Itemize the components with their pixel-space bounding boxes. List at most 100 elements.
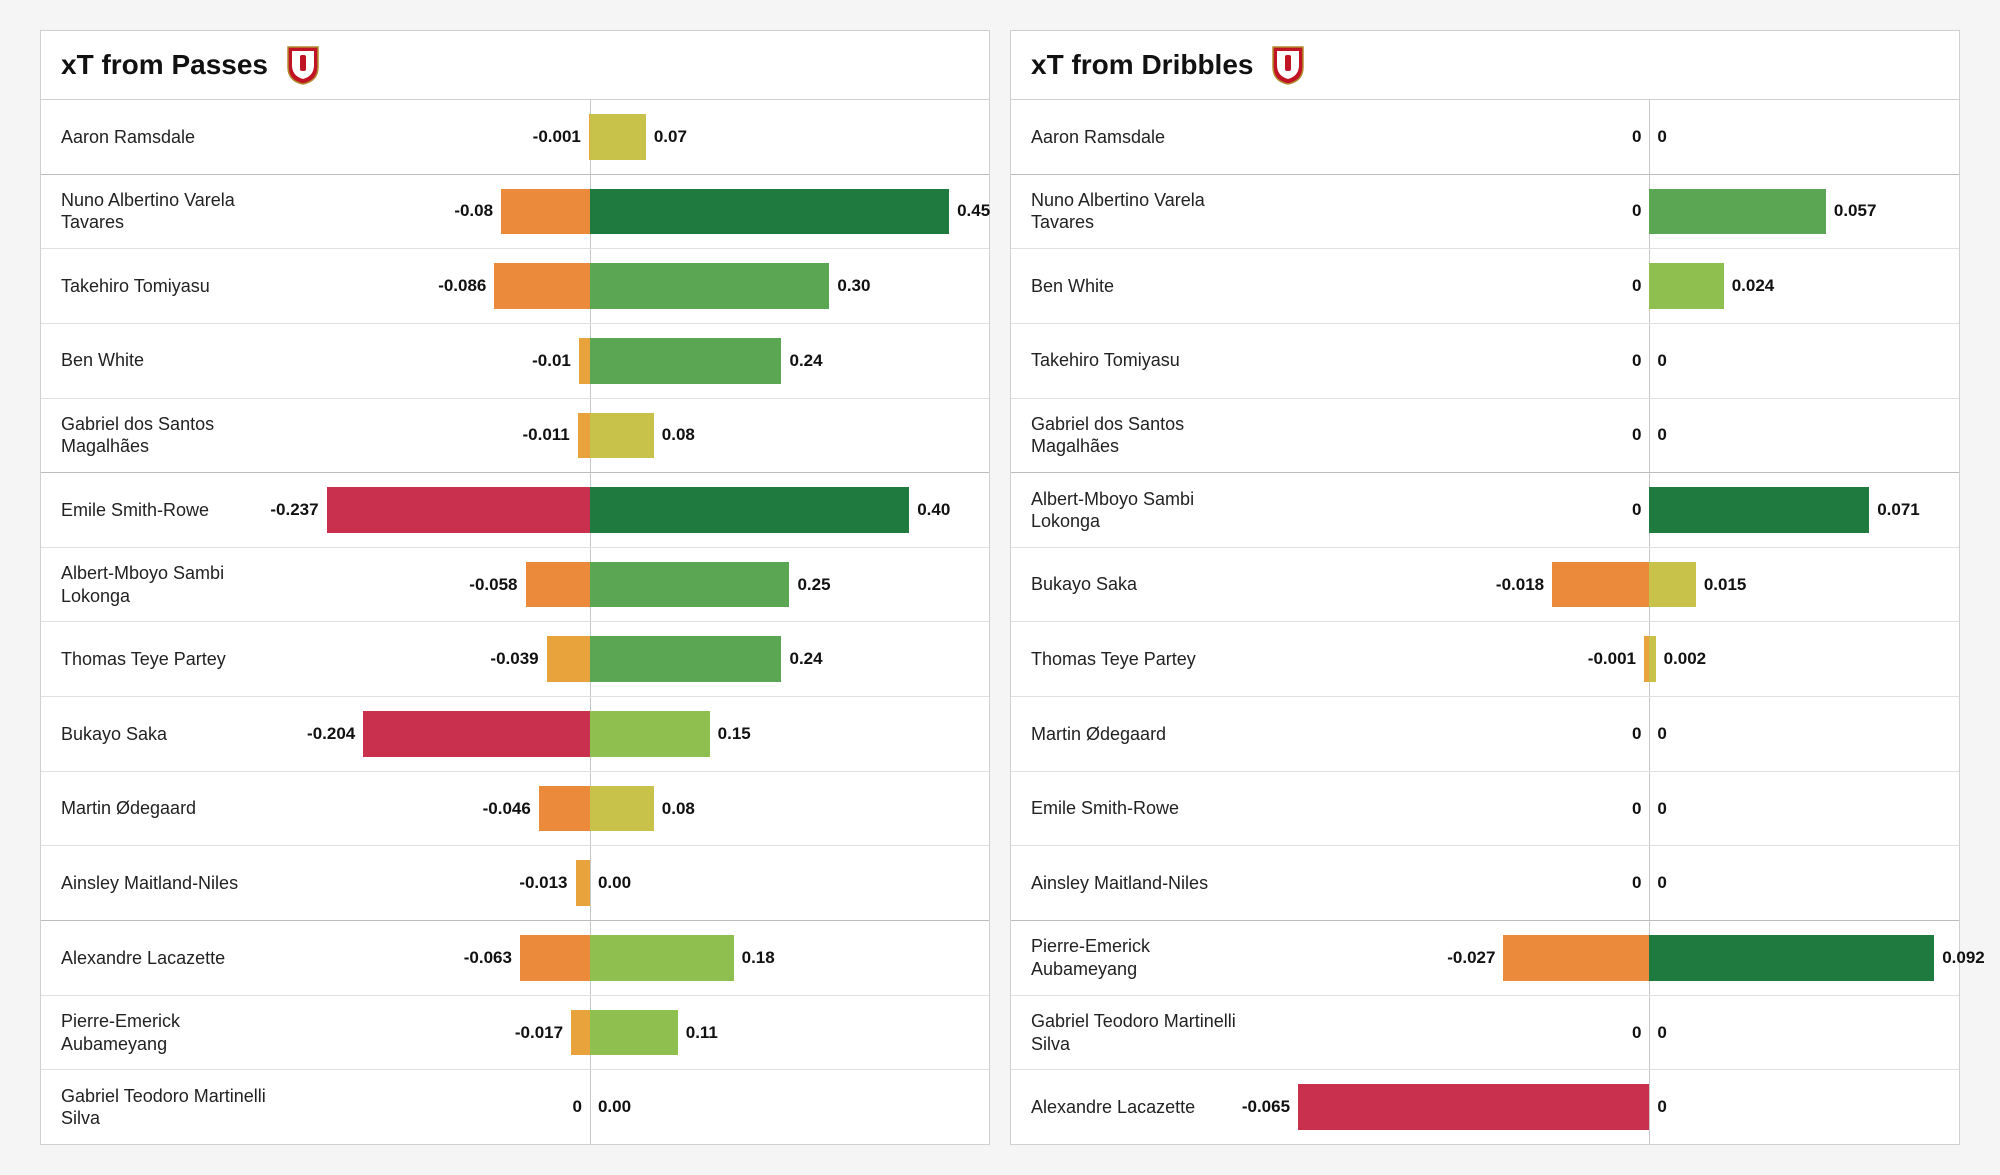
player-name: Pierre-Emerick Aubameyang bbox=[41, 996, 301, 1070]
pos-bar bbox=[590, 114, 646, 160]
player-name: Nuno Albertino Varela Tavares bbox=[1011, 175, 1271, 249]
neg-bar bbox=[526, 562, 590, 608]
bar-cell: 00.071 bbox=[1271, 473, 1959, 547]
pos-label: 0 bbox=[1657, 1097, 1666, 1117]
neg-label: -0.237 bbox=[270, 500, 318, 520]
table-row: Thomas Teye Partey-0.0010.002 bbox=[1011, 622, 1959, 697]
neg-label: 0 bbox=[1632, 1023, 1641, 1043]
table-row: Gabriel Teodoro Martinelli Silva00.00 bbox=[41, 1070, 989, 1144]
bar-cell: -0.0170.11 bbox=[301, 996, 989, 1070]
neg-bar bbox=[363, 711, 590, 757]
neg-label: 0 bbox=[1632, 724, 1641, 744]
axis-line bbox=[590, 846, 591, 920]
pos-bar bbox=[590, 413, 654, 459]
table-row: Nuno Albertino Varela Tavares-0.080.45 bbox=[41, 175, 989, 250]
table-row: Ben White00.024 bbox=[1011, 249, 1959, 324]
neg-label: -0.058 bbox=[469, 575, 517, 595]
table-row: Martin Ødegaard00 bbox=[1011, 697, 1959, 772]
pos-label: 0.024 bbox=[1732, 276, 1775, 296]
player-name: Gabriel Teodoro Martinelli Silva bbox=[41, 1070, 301, 1144]
axis-line bbox=[1649, 772, 1650, 846]
axis-line bbox=[1649, 1070, 1650, 1144]
panel-header: xT from Dribbles bbox=[1011, 31, 1959, 100]
neg-label: -0.086 bbox=[438, 276, 486, 296]
player-name: Gabriel dos Santos Magalhães bbox=[41, 399, 301, 473]
bar-cell: 00 bbox=[1271, 996, 1959, 1070]
player-name: Gabriel Teodoro Martinelli Silva bbox=[1011, 996, 1271, 1070]
table-row: Thomas Teye Partey-0.0390.24 bbox=[41, 622, 989, 697]
pos-bar bbox=[1649, 562, 1695, 608]
neg-bar bbox=[327, 487, 590, 533]
bar-cell: -0.2370.40 bbox=[301, 473, 989, 547]
arsenal-crest-icon bbox=[1271, 45, 1305, 85]
pos-bar bbox=[1649, 636, 1655, 682]
pos-label: 0 bbox=[1657, 1023, 1666, 1043]
table-row: Ben White-0.010.24 bbox=[41, 324, 989, 399]
neg-bar bbox=[539, 786, 590, 832]
bar-cell: 00.00 bbox=[301, 1070, 989, 1144]
table-row: Pierre-Emerick Aubameyang-0.0170.11 bbox=[41, 996, 989, 1071]
bar-cell: 00.057 bbox=[1271, 175, 1959, 249]
panel-passes: xT from Passes Aaron Ramsdale-0.0010.07N… bbox=[40, 30, 990, 1145]
player-name: Takehiro Tomiyasu bbox=[41, 249, 301, 323]
table-row: Gabriel Teodoro Martinelli Silva00 bbox=[1011, 996, 1959, 1071]
player-name: Albert-Mboyo Sambi Lokonga bbox=[41, 548, 301, 622]
neg-label: 0 bbox=[1632, 127, 1641, 147]
neg-label: -0.018 bbox=[1496, 575, 1544, 595]
neg-bar bbox=[571, 1010, 590, 1056]
player-name: Albert-Mboyo Sambi Lokonga bbox=[1011, 473, 1271, 547]
player-name: Ainsley Maitland-Niles bbox=[1011, 846, 1271, 920]
neg-label: -0.011 bbox=[522, 425, 569, 445]
table-row: Emile Smith-Rowe-0.2370.40 bbox=[41, 473, 989, 548]
pos-bar bbox=[1649, 935, 1934, 981]
player-name: Ben White bbox=[41, 324, 301, 398]
pos-bar bbox=[590, 636, 782, 682]
player-name: Martin Ødegaard bbox=[41, 772, 301, 846]
pos-label: 0.24 bbox=[789, 649, 822, 669]
player-name: Martin Ødegaard bbox=[1011, 697, 1271, 771]
pos-label: 0.08 bbox=[662, 425, 695, 445]
pos-label: 0.057 bbox=[1834, 201, 1877, 221]
neg-label: 0 bbox=[1632, 351, 1641, 371]
player-name: Alexandre Lacazette bbox=[41, 921, 301, 995]
pos-label: 0.45 bbox=[957, 201, 990, 221]
bar-cell: -0.011 0.08 bbox=[301, 399, 989, 473]
pos-label: 0.15 bbox=[718, 724, 751, 744]
player-name: Emile Smith-Rowe bbox=[41, 473, 301, 547]
panel-header: xT from Passes bbox=[41, 31, 989, 100]
neg-label: 0 bbox=[1632, 425, 1641, 445]
bar-cell: 00 bbox=[1271, 772, 1959, 846]
bar-cell: -0.08 0.45 bbox=[301, 175, 989, 249]
pos-label: 0 bbox=[1657, 127, 1666, 147]
pos-label: 0.002 bbox=[1664, 649, 1707, 669]
bar-cell: -0.001 0.002 bbox=[1271, 622, 1959, 696]
player-name: Gabriel dos Santos Magalhães bbox=[1011, 399, 1271, 473]
bar-cell: -0.0860.30 bbox=[301, 249, 989, 323]
axis-line bbox=[1649, 100, 1650, 174]
player-name: Ben White bbox=[1011, 249, 1271, 323]
pos-label: 0 bbox=[1657, 799, 1666, 819]
neg-label: -0.001 bbox=[1588, 649, 1636, 669]
neg-bar bbox=[501, 189, 590, 235]
table-row: Ainsley Maitland-Niles00 bbox=[1011, 846, 1959, 921]
panel-title: xT from Passes bbox=[61, 49, 268, 81]
table-row: Bukayo Saka-0.0180.015 bbox=[1011, 548, 1959, 623]
pos-bar bbox=[1649, 487, 1869, 533]
pos-label: 0.092 bbox=[1942, 948, 1985, 968]
panel-dribbles: xT from Dribbles Aaron Ramsdale00Nuno Al… bbox=[1010, 30, 1960, 1145]
pos-label: 0.08 bbox=[662, 799, 695, 819]
arsenal-crest-icon bbox=[286, 45, 320, 85]
neg-label: -0.08 bbox=[454, 201, 493, 221]
pos-bar bbox=[590, 338, 782, 384]
bar-cell: -0.0130.00 bbox=[301, 846, 989, 920]
neg-label: 0 bbox=[1632, 799, 1641, 819]
bar-cell: 00 bbox=[1271, 399, 1959, 473]
table-row: Aaron Ramsdale-0.0010.07 bbox=[41, 100, 989, 175]
neg-label: -0.01 bbox=[532, 351, 571, 371]
table-row: Nuno Albertino Varela Tavares00.057 bbox=[1011, 175, 1959, 250]
table-row: Martin Ødegaard-0.0460.08 bbox=[41, 772, 989, 847]
player-name: Takehiro Tomiyasu bbox=[1011, 324, 1271, 398]
neg-bar bbox=[579, 338, 590, 384]
player-name: Bukayo Saka bbox=[1011, 548, 1271, 622]
player-name: Pierre-Emerick Aubameyang bbox=[1011, 921, 1271, 995]
